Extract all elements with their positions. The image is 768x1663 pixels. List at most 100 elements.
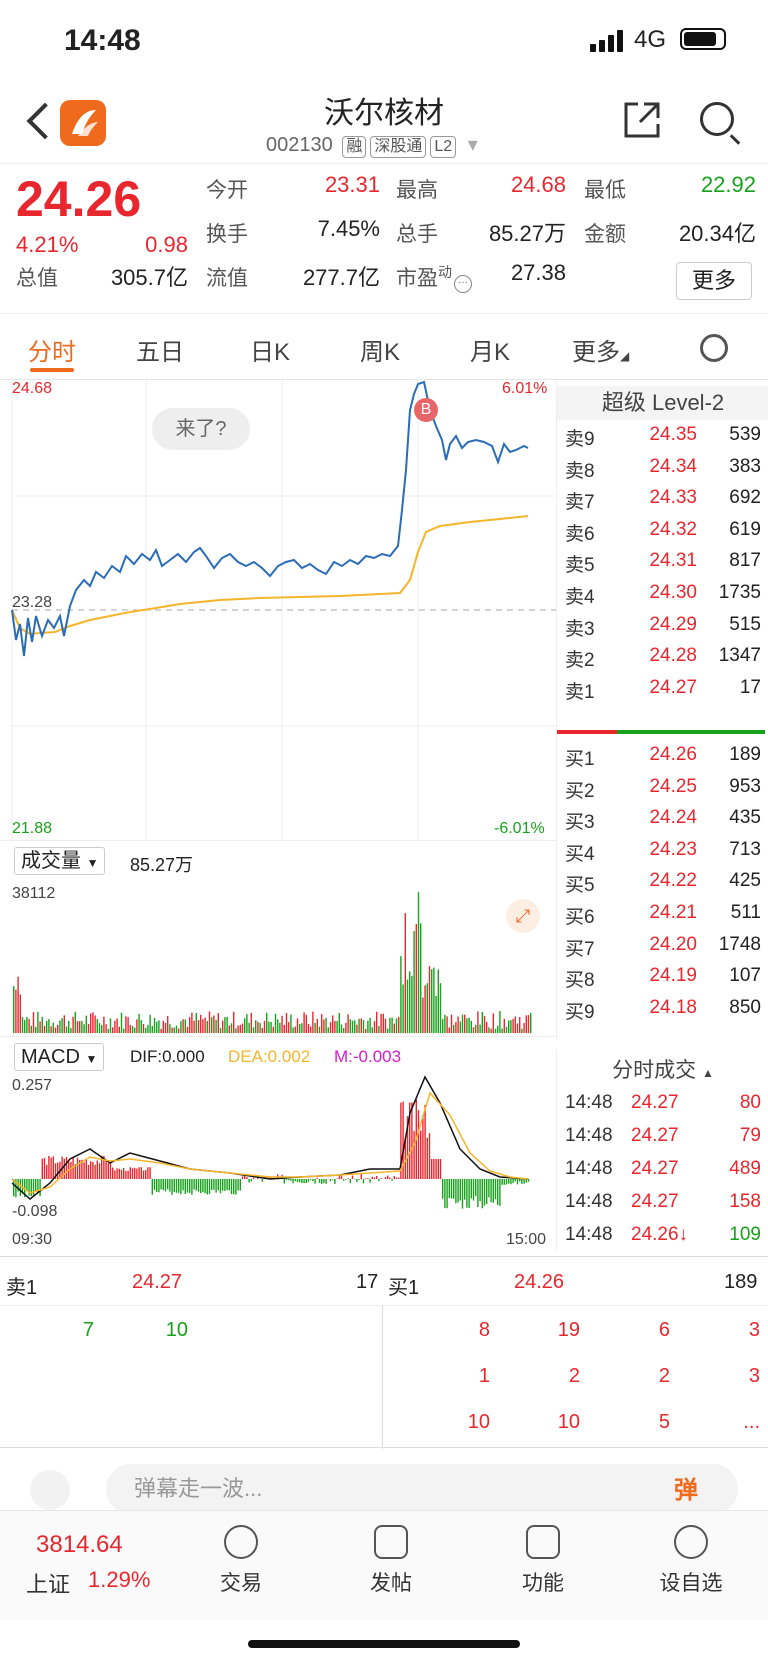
volume-bar — [94, 1015, 96, 1033]
queue-bid-item: 10 — [467, 1411, 490, 1433]
macd-bar — [191, 1179, 193, 1195]
volume-bar — [61, 1018, 63, 1033]
intraday-chart[interactable]: 24.68 6.01% 23.28 21.88 -6.01% 来了? B — [0, 380, 556, 840]
trades-title[interactable]: 分时成交 ▲ — [612, 1059, 714, 1082]
volume-bar — [92, 1012, 94, 1033]
macd-indicator-select[interactable]: MACD ▼ — [14, 1043, 105, 1071]
macd-bar — [312, 1179, 314, 1182]
stock-name: 沃尔核材 — [324, 97, 444, 130]
ask-row[interactable]: 卖7 24.33 692 — [557, 487, 768, 517]
macd-bar — [347, 1178, 349, 1179]
amount-value: 20.34亿 — [678, 221, 756, 246]
macd-bar — [483, 1179, 486, 1206]
macd-bar — [35, 1179, 37, 1192]
volume-bar — [415, 923, 417, 1033]
nav-trade[interactable]: 交易 — [186, 1525, 296, 1597]
volume-bar — [43, 1025, 46, 1033]
macd-bar — [376, 1175, 378, 1179]
bid-row[interactable]: 买8 24.19 107 — [557, 965, 768, 995]
bid-row[interactable]: 买4 24.23 713 — [557, 839, 768, 869]
macd-bar — [402, 1101, 404, 1179]
volume-bar — [461, 1014, 464, 1033]
macd-bar — [39, 1179, 41, 1197]
ask-row[interactable]: 卖6 24.32 619 — [557, 519, 768, 549]
ask-row[interactable]: 卖1 24.27 17 — [557, 677, 768, 707]
expand-icon[interactable]: ⤢ — [506, 899, 540, 933]
macd-bar — [373, 1177, 376, 1179]
bid-row[interactable]: 买2 24.25 953 — [557, 776, 768, 806]
ask-row[interactable]: 卖4 24.30 1735 — [557, 582, 768, 612]
macd-bar — [288, 1179, 290, 1181]
volume-bar — [175, 1025, 178, 1033]
tab-weekly-k[interactable]: 周K — [360, 339, 401, 366]
danmaku-toggle-button[interactable]: 弹 — [674, 1477, 698, 1504]
volume-indicator-select[interactable]: 成交量 ▼ — [14, 847, 106, 875]
danmaku-list-icon[interactable] — [30, 1470, 70, 1510]
level2-title[interactable]: 超级 Level-2 — [557, 386, 768, 420]
volume-bar — [136, 1019, 138, 1033]
ask-row[interactable]: 卖3 24.29 515 — [557, 614, 768, 644]
volume-bar — [292, 1027, 294, 1033]
volume-bar — [277, 1019, 279, 1033]
buy-marker[interactable]: B — [414, 398, 438, 422]
bid-row[interactable]: 买5 24.22 425 — [557, 870, 768, 900]
macd-bar — [406, 1116, 409, 1179]
macd-bar — [514, 1179, 516, 1182]
volume-bar — [318, 1026, 321, 1033]
chat-bubble[interactable]: 来了? — [152, 408, 250, 450]
share-icon[interactable] — [620, 98, 664, 142]
order-queue: 卖1 24.27 17 买1 24.26 189 7 10 8 19 6 3 1 2 2 3 1… — [0, 1256, 768, 1449]
ask-row[interactable]: 卖5 24.31 817 — [557, 550, 768, 580]
volume-bar — [468, 1017, 470, 1033]
info-icon[interactable]: ··· — [454, 275, 472, 293]
volume-bar — [437, 969, 439, 1033]
ask-row[interactable]: 卖2 24.28 1347 — [557, 645, 768, 675]
macd-bar — [301, 1179, 303, 1184]
queue-bid-item: 5 — [658, 1411, 670, 1433]
macd-bar — [446, 1179, 448, 1209]
macd-bar — [195, 1179, 197, 1191]
ask-price: 24.33 — [649, 487, 697, 509]
nav-post[interactable]: 发帖 — [336, 1525, 446, 1597]
macd-bar — [358, 1179, 360, 1180]
volume-bar — [76, 1021, 79, 1033]
float-value: 277.7亿 — [302, 265, 380, 290]
tab-daily-k[interactable]: 日K — [250, 339, 291, 366]
bid-row[interactable]: 买6 24.21 511 — [557, 902, 768, 932]
ask-price: 24.29 — [649, 613, 697, 635]
bid-row[interactable]: 买3 24.24 435 — [557, 807, 768, 837]
trade-price: 24.27 — [631, 1125, 679, 1146]
tab-intraday[interactable]: 分时 — [28, 339, 76, 366]
macd-bar — [241, 1176, 244, 1179]
volume-bar — [464, 1014, 466, 1033]
bid-row[interactable]: 买9 24.18 850 — [557, 997, 768, 1027]
more-quote-button[interactable]: 更多 — [676, 262, 752, 300]
tab-more[interactable]: 更多◢ — [572, 339, 630, 366]
volume-bar — [296, 1018, 299, 1033]
nav-watchlist[interactable]: 设自选 — [636, 1525, 746, 1597]
macd-bar — [442, 1179, 444, 1199]
danmaku-input[interactable]: 弹幕走一波... — [106, 1464, 738, 1514]
ask-row[interactable]: 卖9 24.35 539 — [557, 424, 768, 454]
search-icon[interactable] — [700, 102, 734, 136]
chevron-down-icon[interactable]: ▾ — [467, 134, 478, 156]
bid-row[interactable]: 买1 24.26 189 — [557, 744, 768, 774]
ask-label: 卖8 — [565, 460, 595, 482]
bid-row[interactable]: 买7 24.20 1748 — [557, 934, 768, 964]
ask-price: 24.30 — [649, 582, 697, 603]
macd-bar — [349, 1179, 351, 1184]
macd-bar — [292, 1179, 294, 1184]
tab-five-day[interactable]: 五日 — [136, 339, 184, 366]
macd-bar — [87, 1164, 90, 1179]
ask-label: 卖3 — [565, 618, 595, 640]
volume-bar — [356, 1024, 358, 1033]
ask-row[interactable]: 卖8 24.34 383 — [557, 456, 768, 486]
tab-monthly-k[interactable]: 月K — [470, 339, 511, 366]
macd-bar — [472, 1179, 475, 1201]
macd-bar — [497, 1179, 499, 1206]
nav-functions[interactable]: 功能 — [488, 1525, 598, 1597]
gear-icon[interactable] — [700, 334, 728, 362]
volume-bar — [145, 1027, 147, 1033]
macd-bar — [72, 1157, 74, 1179]
volume-bar — [510, 1020, 512, 1033]
